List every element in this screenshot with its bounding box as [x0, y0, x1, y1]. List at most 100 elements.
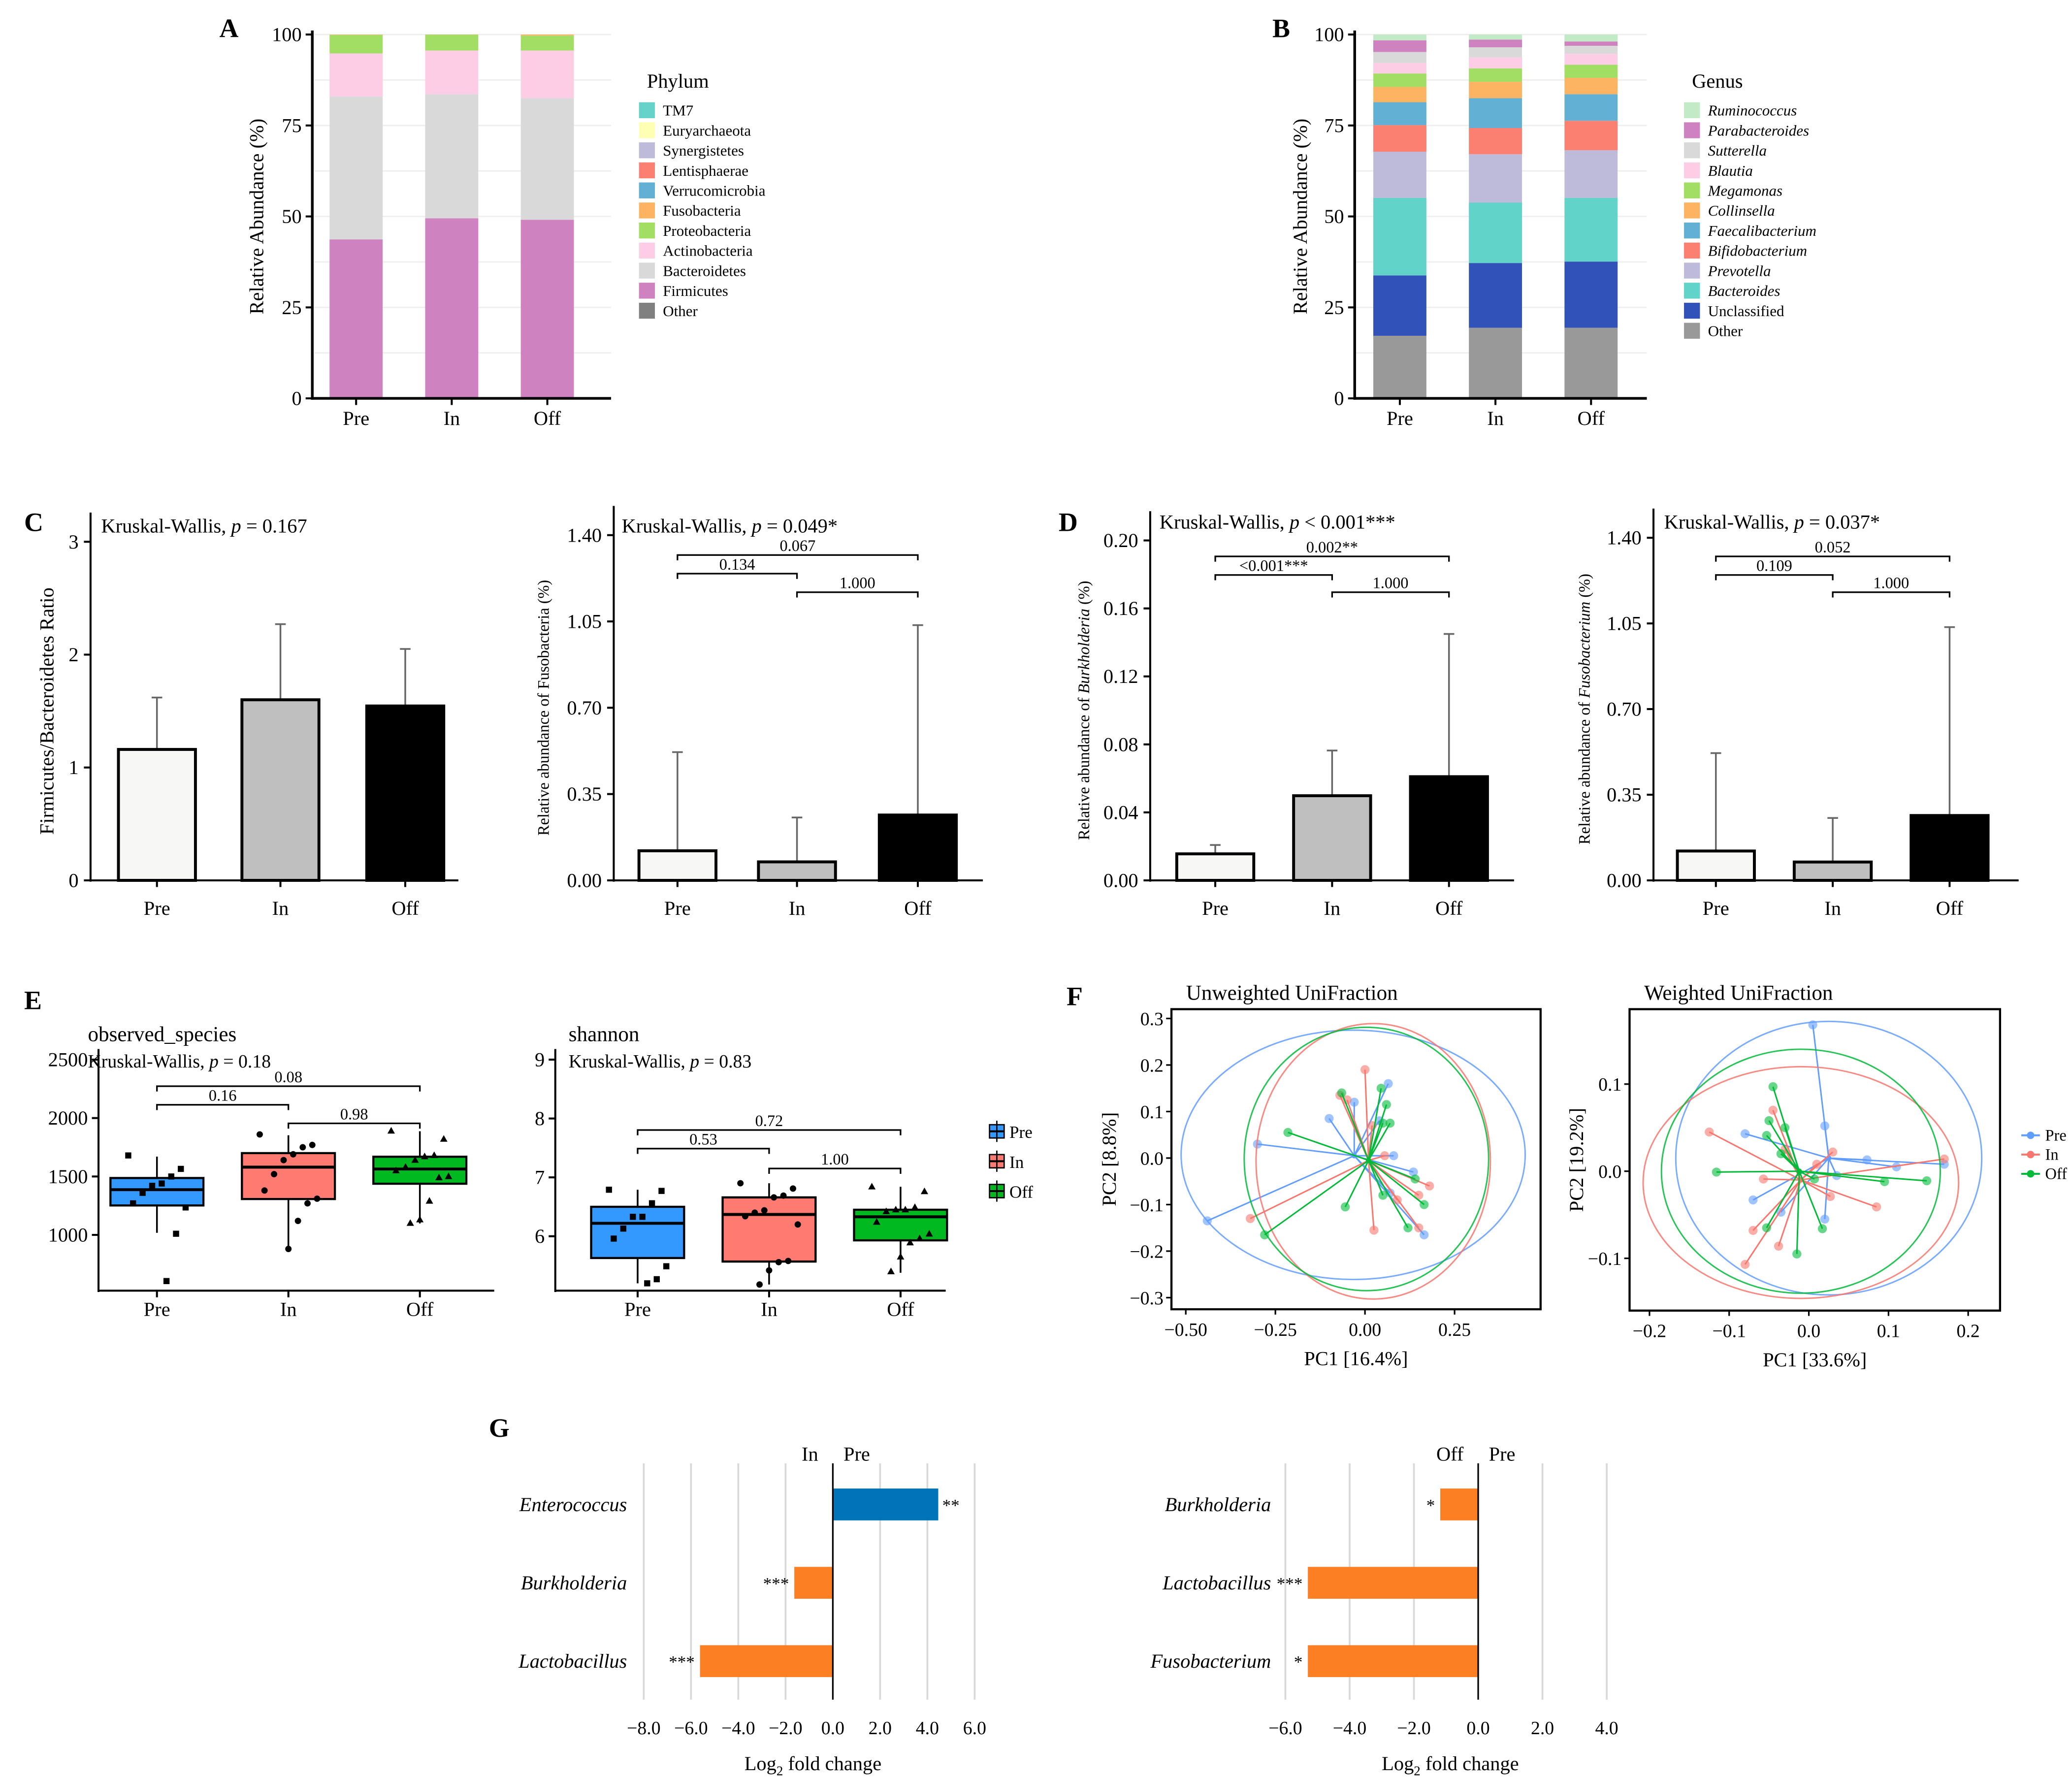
data-point-square — [658, 1188, 665, 1194]
y-tick-label: 7 — [535, 1166, 545, 1189]
box-pre — [109, 1177, 205, 1207]
bar-segment-parabacteroides — [1469, 39, 1522, 47]
group-pre — [1675, 1020, 1983, 1296]
significance-stars: * — [1426, 1496, 1435, 1515]
group-off — [1243, 1026, 1489, 1292]
data-point — [1759, 1174, 1768, 1184]
data-point-triangle — [902, 1205, 909, 1213]
p-value-label: 0.53 — [689, 1131, 717, 1148]
x-tick-label: 0.00 — [1349, 1320, 1381, 1340]
box-off — [853, 1208, 948, 1242]
spoke-line — [1768, 1120, 1800, 1172]
text-part: Relative abundance of — [1075, 694, 1093, 840]
y-tick-label: 100 — [272, 24, 302, 46]
significance-bracket — [796, 591, 919, 598]
legend-label: Pre — [1009, 1123, 1033, 1142]
x-tick-label: Off — [1936, 897, 1964, 919]
data-point-circle — [780, 1192, 787, 1199]
spoke-line — [1207, 1155, 1355, 1222]
bar-segment-actinobacteria — [329, 53, 383, 97]
text-part: Log — [1382, 1752, 1414, 1775]
data-point — [1369, 1226, 1379, 1235]
data-point — [1283, 1128, 1293, 1137]
fold-change-bar — [1308, 1567, 1479, 1599]
x-tick-label: Off — [391, 897, 419, 919]
data-point — [1740, 1260, 1750, 1269]
data-point-square — [630, 1214, 636, 1220]
kruskal-wallis-label: Kruskal-Wallis, p = 0.049* — [622, 515, 838, 537]
spoke-line — [1368, 1160, 1425, 1205]
legend-marker — [2027, 1131, 2035, 1139]
bar-segment-bifidobacterium — [1469, 128, 1522, 155]
legend-label: Bifidobacterium — [1708, 242, 1807, 259]
y-axis-label: Relative abundance of Fusobacterium (%) — [1576, 574, 1593, 844]
bar-off — [877, 813, 958, 882]
bar-segment-collinsella — [1469, 82, 1522, 98]
bar-in — [1292, 794, 1372, 882]
significance-bracket — [637, 1148, 770, 1154]
y-tick-label: 0.00 — [1607, 869, 1642, 891]
y-tick-label: 0.0 — [1140, 1148, 1164, 1169]
bar-segment-bifidobacterium — [1373, 125, 1426, 152]
kruskal-wallis-label: Kruskal-Wallis, p < 0.001*** — [1160, 511, 1395, 533]
box-pre — [590, 1205, 685, 1260]
panel-letter-E: E — [24, 986, 42, 1015]
data-point-triangle — [906, 1238, 914, 1246]
kruskal-wallis-label: Kruskal-Wallis, p = 0.037* — [1664, 511, 1880, 533]
spoke-line — [1368, 1123, 1384, 1161]
text-part: = 0.167 — [241, 515, 307, 537]
panel-letter-A: A — [219, 14, 238, 43]
bar-in — [1792, 860, 1873, 882]
p-value-label: 0.002** — [1306, 538, 1358, 556]
legend-swatch — [1684, 202, 1700, 219]
bar-segment-ruminococcus — [1373, 34, 1426, 40]
data-point — [1748, 1226, 1758, 1235]
y-tick-label: 0.1 — [1140, 1102, 1164, 1123]
legend-swatch — [639, 142, 655, 159]
bar-segment-parabacteroides — [1373, 40, 1426, 52]
x-axis-label: PC1 [16.4%] — [1304, 1347, 1408, 1369]
legend-label: Unclassified — [1708, 302, 1784, 320]
legend-label: Off — [1009, 1183, 1033, 1202]
text-part: Relative abundance of — [1576, 698, 1593, 844]
bar-segment-bacteroidetes — [329, 96, 383, 240]
bar-segment-other — [1373, 335, 1426, 399]
bar-segment-bacteroides — [1564, 197, 1618, 262]
bar-in — [757, 860, 837, 882]
bar-pre — [637, 849, 718, 882]
data-point-square — [639, 1214, 646, 1220]
group-pre — [1180, 1029, 1526, 1281]
data-point — [1762, 1131, 1771, 1140]
bar-segment-ruminococcus — [1564, 34, 1618, 42]
data-point-triangle — [387, 1127, 395, 1134]
data-point-triangle — [868, 1183, 876, 1190]
significance-bracket — [1214, 555, 1450, 562]
data-point — [1414, 1191, 1424, 1200]
spoke-line — [1250, 1160, 1369, 1220]
significance-bracket — [1214, 574, 1333, 581]
p-value-label: 0.134 — [719, 555, 755, 573]
data-point — [1792, 1249, 1802, 1259]
y-axis-label: Firmicutes/Bacteroidetes Ratio — [35, 587, 58, 835]
data-point-circle — [271, 1171, 278, 1178]
panel-E-box-plot-7: shannon Kruskal-Wallis, p = 0.83 6 7 8 9 Pre In… — [535, 1023, 1033, 1320]
significance-bracket — [677, 573, 798, 579]
confidence-ellipse — [1243, 1026, 1489, 1292]
y-axis-label: Relative abundance of Fusobacteria (%) — [534, 580, 552, 836]
y-tick-label: 0.00 — [567, 869, 602, 891]
panel-D-bar-chart-4: 0.00 0.04 0.08 0.12 0.16 0.20 Pre In Off Kruskal-… — [1075, 511, 1514, 919]
confidence-ellipse — [1660, 1048, 1941, 1294]
chart-title: observed_species — [88, 1023, 236, 1046]
spoke-line — [1344, 1160, 1369, 1207]
group-label-left: In — [802, 1443, 818, 1465]
significance-stars: *** — [669, 1652, 695, 1672]
text-part: p — [750, 515, 762, 537]
legend-label: Other — [663, 302, 698, 320]
data-point — [1420, 1200, 1429, 1209]
significance-bracket — [1832, 591, 1951, 598]
text-part: = 0.83 — [699, 1051, 751, 1072]
confidence-ellipse — [1180, 1029, 1526, 1281]
bar-segment-firmicutes — [425, 218, 479, 399]
data-point — [1414, 1223, 1424, 1232]
y-axis-label: Relative Abundance (%) — [245, 119, 267, 314]
